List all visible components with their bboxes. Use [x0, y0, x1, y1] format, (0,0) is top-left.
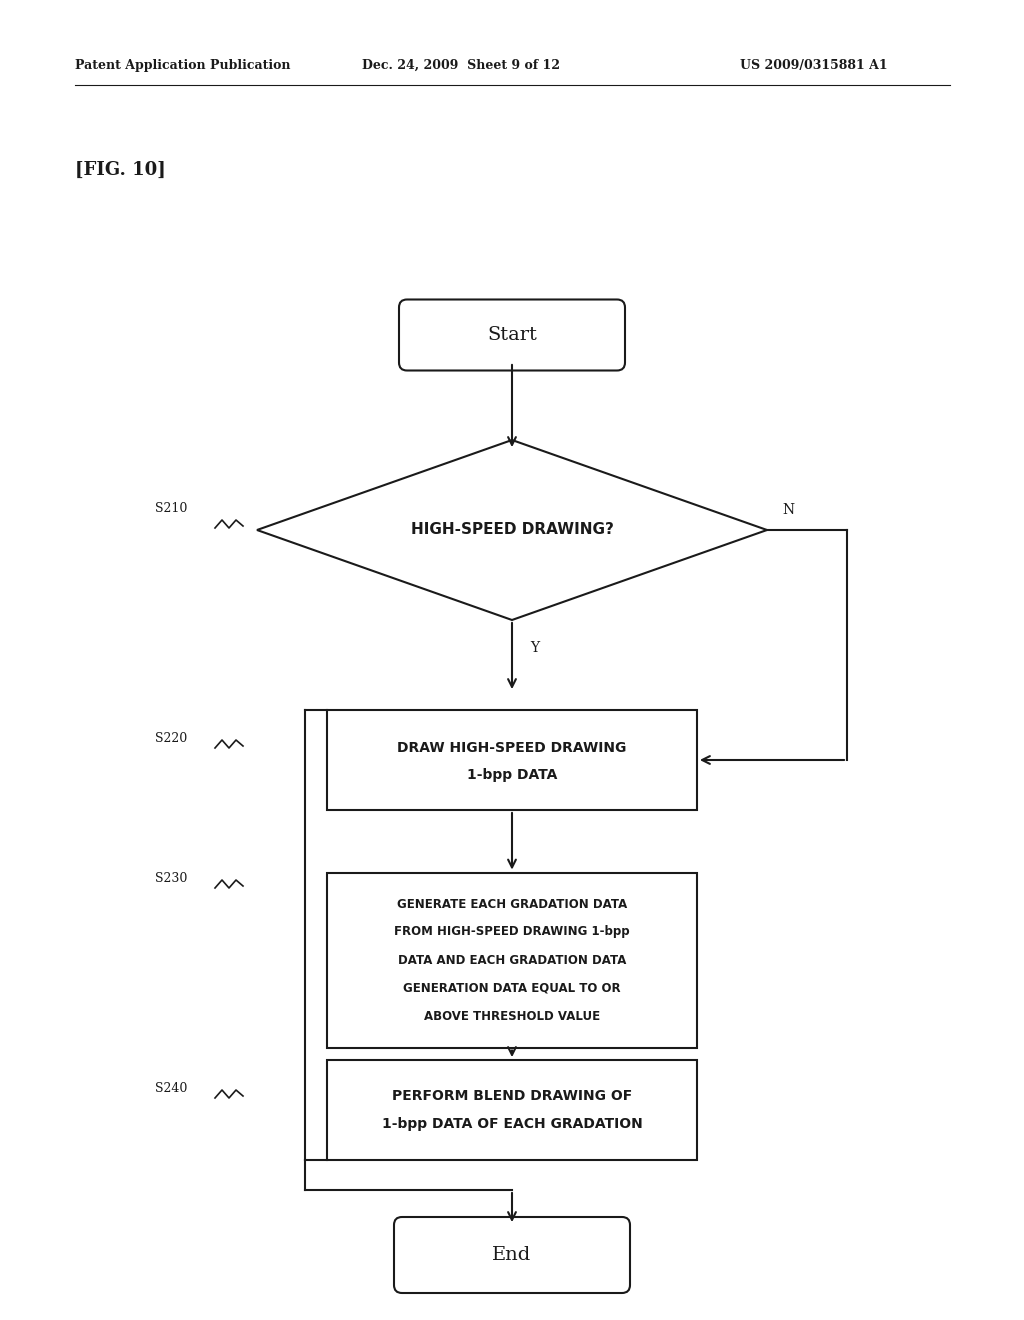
Text: Patent Application Publication: Patent Application Publication: [75, 58, 291, 71]
FancyBboxPatch shape: [399, 300, 625, 371]
Text: 1-bpp DATA: 1-bpp DATA: [467, 768, 557, 781]
Text: HIGH-SPEED DRAWING?: HIGH-SPEED DRAWING?: [411, 523, 613, 537]
Text: DRAW HIGH-SPEED DRAWING: DRAW HIGH-SPEED DRAWING: [397, 741, 627, 755]
Text: Start: Start: [487, 326, 537, 345]
Text: [FIG. 10]: [FIG. 10]: [75, 161, 166, 180]
Text: N: N: [782, 503, 795, 517]
Polygon shape: [257, 440, 767, 620]
Text: GENERATE EACH GRADATION DATA: GENERATE EACH GRADATION DATA: [397, 898, 627, 911]
Text: GENERATION DATA EQUAL TO OR: GENERATION DATA EQUAL TO OR: [403, 982, 621, 994]
Text: ABOVE THRESHOLD VALUE: ABOVE THRESHOLD VALUE: [424, 1010, 600, 1023]
Bar: [327, 1060, 697, 1160]
Text: S210: S210: [155, 502, 187, 515]
FancyBboxPatch shape: [394, 1217, 630, 1294]
Text: DATA AND EACH GRADATION DATA: DATA AND EACH GRADATION DATA: [397, 953, 627, 966]
Text: End: End: [493, 1246, 531, 1265]
Text: Dec. 24, 2009  Sheet 9 of 12: Dec. 24, 2009 Sheet 9 of 12: [362, 58, 560, 71]
Text: PERFORM BLEND DRAWING OF: PERFORM BLEND DRAWING OF: [392, 1089, 632, 1104]
Bar: [327, 710, 697, 810]
Text: 1-bpp DATA OF EACH GRADATION: 1-bpp DATA OF EACH GRADATION: [382, 1117, 642, 1131]
Text: FROM HIGH-SPEED DRAWING 1-bpp: FROM HIGH-SPEED DRAWING 1-bpp: [394, 925, 630, 939]
Text: US 2009/0315881 A1: US 2009/0315881 A1: [740, 58, 888, 71]
Text: S220: S220: [155, 731, 187, 744]
Text: Y: Y: [530, 642, 539, 655]
Text: S230: S230: [155, 871, 187, 884]
Text: S240: S240: [155, 1081, 187, 1094]
Bar: [327, 873, 697, 1048]
